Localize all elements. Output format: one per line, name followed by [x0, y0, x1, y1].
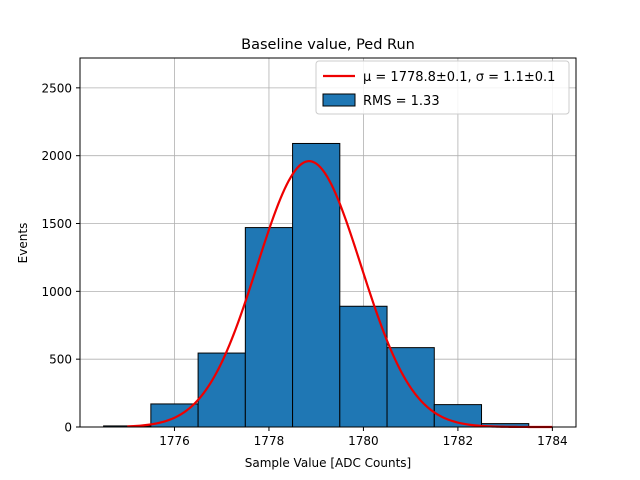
y-tick-label: 0	[64, 421, 72, 435]
y-tick-label: 2000	[41, 149, 72, 163]
x-tick-label: 1782	[443, 434, 474, 448]
legend: μ = 1778.8±0.1, σ = 1.1±0.1 RMS = 1.33	[315, 60, 570, 115]
gaussian-fit	[127, 160, 553, 429]
histogram-bar	[244, 227, 294, 428]
y-axis-title: Events	[16, 223, 30, 264]
y-tick-label: 500	[49, 353, 72, 367]
x-tick-label: 1784	[537, 434, 568, 448]
legend-fit-label: μ = 1778.8±0.1, σ = 1.1±0.1	[363, 70, 555, 85]
x-axis-title: Sample Value [ADC Counts]	[245, 456, 411, 470]
legend-histogram-label: RMS = 1.33	[363, 94, 440, 109]
x-tick-label: 1780	[348, 434, 379, 448]
y-tick-label: 2500	[41, 81, 72, 95]
y-tick-label: 1000	[41, 285, 72, 299]
axis-ticks: 1776 1778 1780 1782 1784 0 500 1000 1500 2000 2500	[41, 81, 567, 448]
chart-title: Baseline value, Ped Run	[241, 37, 415, 53]
histogram-bar	[339, 305, 388, 428]
legend-histogram-swatch	[322, 93, 356, 107]
x-tick-label: 1776	[159, 434, 190, 448]
x-tick-label: 1778	[254, 434, 285, 448]
fit-curve	[127, 160, 553, 429]
plot-frame	[79, 57, 577, 428]
legend-box	[315, 60, 570, 115]
histogram-bar	[292, 142, 341, 428]
y-tick-label: 1500	[41, 217, 72, 231]
